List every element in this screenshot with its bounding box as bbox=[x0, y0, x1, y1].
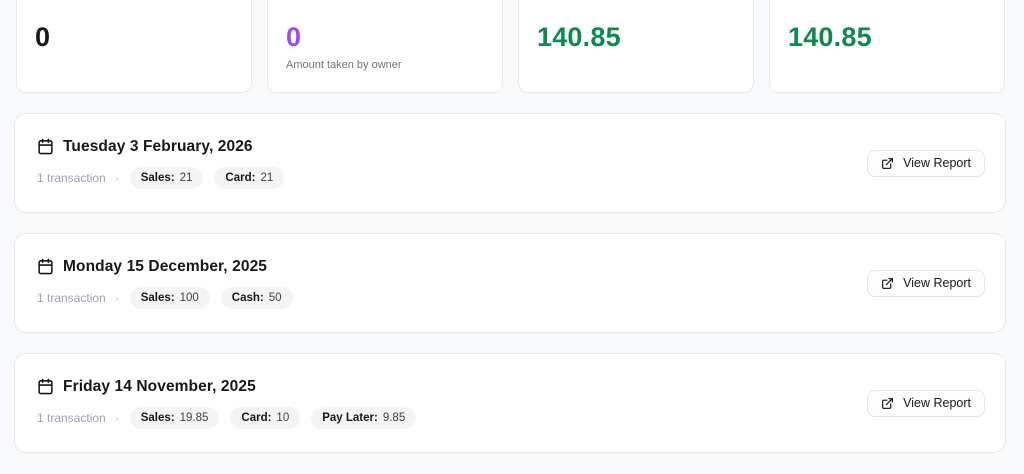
report-info: Tuesday 3 February, 2026 1 transaction ·… bbox=[37, 138, 285, 189]
report-info: Monday 15 December, 2025 1 transaction ·… bbox=[37, 258, 293, 309]
badge-label: Card: bbox=[241, 411, 272, 424]
badge-list: Sales: 19.85 Card: 10 Pay Later: 9.85 bbox=[129, 406, 417, 429]
report-date: Tuesday 3 February, 2026 bbox=[63, 137, 253, 155]
badge-list: Sales: 21 Card: 21 bbox=[129, 166, 285, 189]
report-date: Monday 15 December, 2025 bbox=[63, 257, 268, 275]
stat-card: 0 bbox=[16, 0, 252, 93]
calendar-icon bbox=[37, 378, 54, 395]
report-title-row: Friday 14 November, 2025 bbox=[37, 378, 416, 396]
report-title-row: Monday 15 December, 2025 bbox=[37, 258, 293, 276]
view-report-label: View Report bbox=[903, 396, 971, 410]
badge-label: Sales: bbox=[140, 171, 175, 184]
report-meta-row: 1 transaction · Sales: 21 Card: 21 bbox=[37, 166, 285, 189]
stat-value: 140.85 bbox=[537, 22, 621, 52]
external-link-icon bbox=[881, 397, 894, 410]
stat-card: 140.85 bbox=[518, 0, 754, 93]
badge-value: 100 bbox=[179, 291, 199, 304]
dot-separator: · bbox=[114, 410, 119, 425]
badge-value: 19.85 bbox=[179, 411, 209, 424]
payment-badge: Sales: 100 bbox=[129, 286, 210, 309]
external-link-icon bbox=[881, 277, 894, 290]
payment-badge: Sales: 19.85 bbox=[129, 406, 220, 429]
stat-value: 0 bbox=[286, 22, 302, 52]
stat-subtitle bbox=[35, 58, 233, 72]
view-report-button[interactable]: View Report bbox=[867, 149, 985, 177]
dot-separator: · bbox=[114, 290, 119, 305]
stat-value: 0 bbox=[35, 22, 51, 52]
payment-badge: Card: 10 bbox=[230, 406, 301, 429]
payment-badge: Sales: 21 bbox=[129, 166, 204, 189]
stat-subtitle: Amount taken by owner bbox=[286, 59, 402, 71]
badge-label: Card: bbox=[225, 171, 256, 184]
view-report-button[interactable]: View Report bbox=[867, 389, 985, 417]
badge-list: Sales: 100 Cash: 50 bbox=[129, 286, 293, 309]
stat-subtitle bbox=[537, 58, 735, 72]
badge-value: 21 bbox=[179, 171, 193, 184]
transaction-count: 1 transaction bbox=[37, 290, 106, 305]
payment-badge: Cash: 50 bbox=[220, 286, 293, 309]
report-meta-row: 1 transaction · Sales: 19.85 Card: 10 Pa… bbox=[37, 406, 417, 429]
stat-subtitle bbox=[788, 58, 986, 72]
badge-label: Cash: bbox=[231, 291, 264, 304]
calendar-icon bbox=[37, 138, 54, 155]
badge-label: Pay Later: bbox=[322, 411, 378, 424]
badge-label: Sales: bbox=[140, 411, 175, 424]
dot-separator: · bbox=[114, 170, 119, 185]
transaction-count: 1 transaction bbox=[37, 410, 106, 425]
stat-value: 140.85 bbox=[788, 22, 872, 52]
report-card: Monday 15 December, 2025 1 transaction ·… bbox=[14, 233, 1006, 333]
calendar-icon bbox=[37, 258, 54, 275]
view-report-label: View Report bbox=[903, 276, 971, 290]
report-meta-row: 1 transaction · Sales: 100 Cash: 50 bbox=[37, 286, 293, 309]
view-report-button[interactable]: View Report bbox=[867, 269, 985, 297]
daily-reports-list: Tuesday 3 February, 2026 1 transaction ·… bbox=[14, 113, 1006, 453]
badge-value: 21 bbox=[260, 171, 274, 184]
badge-value: 9.85 bbox=[382, 411, 406, 424]
stat-card: 0 Amount taken by owner bbox=[267, 0, 503, 93]
report-title-row: Tuesday 3 February, 2026 bbox=[37, 138, 284, 156]
report-date: Friday 14 November, 2025 bbox=[63, 377, 256, 395]
external-link-icon bbox=[881, 157, 894, 170]
badge-value: 50 bbox=[268, 291, 282, 304]
stat-card: 140.85 bbox=[769, 0, 1005, 93]
report-card: Friday 14 November, 2025 1 transaction ·… bbox=[14, 353, 1006, 453]
badge-label: Sales: bbox=[140, 291, 175, 304]
payment-badge: Card: 21 bbox=[214, 166, 285, 189]
report-info: Friday 14 November, 2025 1 transaction ·… bbox=[37, 378, 417, 429]
badge-value: 10 bbox=[276, 411, 290, 424]
payment-badge: Pay Later: 9.85 bbox=[311, 406, 417, 429]
stats-strip: 0 0 Amount taken by owner 140.85 140.85 bbox=[0, 0, 1024, 93]
transaction-count: 1 transaction bbox=[37, 170, 106, 185]
view-report-label: View Report bbox=[903, 156, 971, 170]
report-card: Tuesday 3 February, 2026 1 transaction ·… bbox=[14, 113, 1006, 213]
stats-row: 0 0 Amount taken by owner 140.85 140.85 bbox=[16, 0, 1005, 93]
